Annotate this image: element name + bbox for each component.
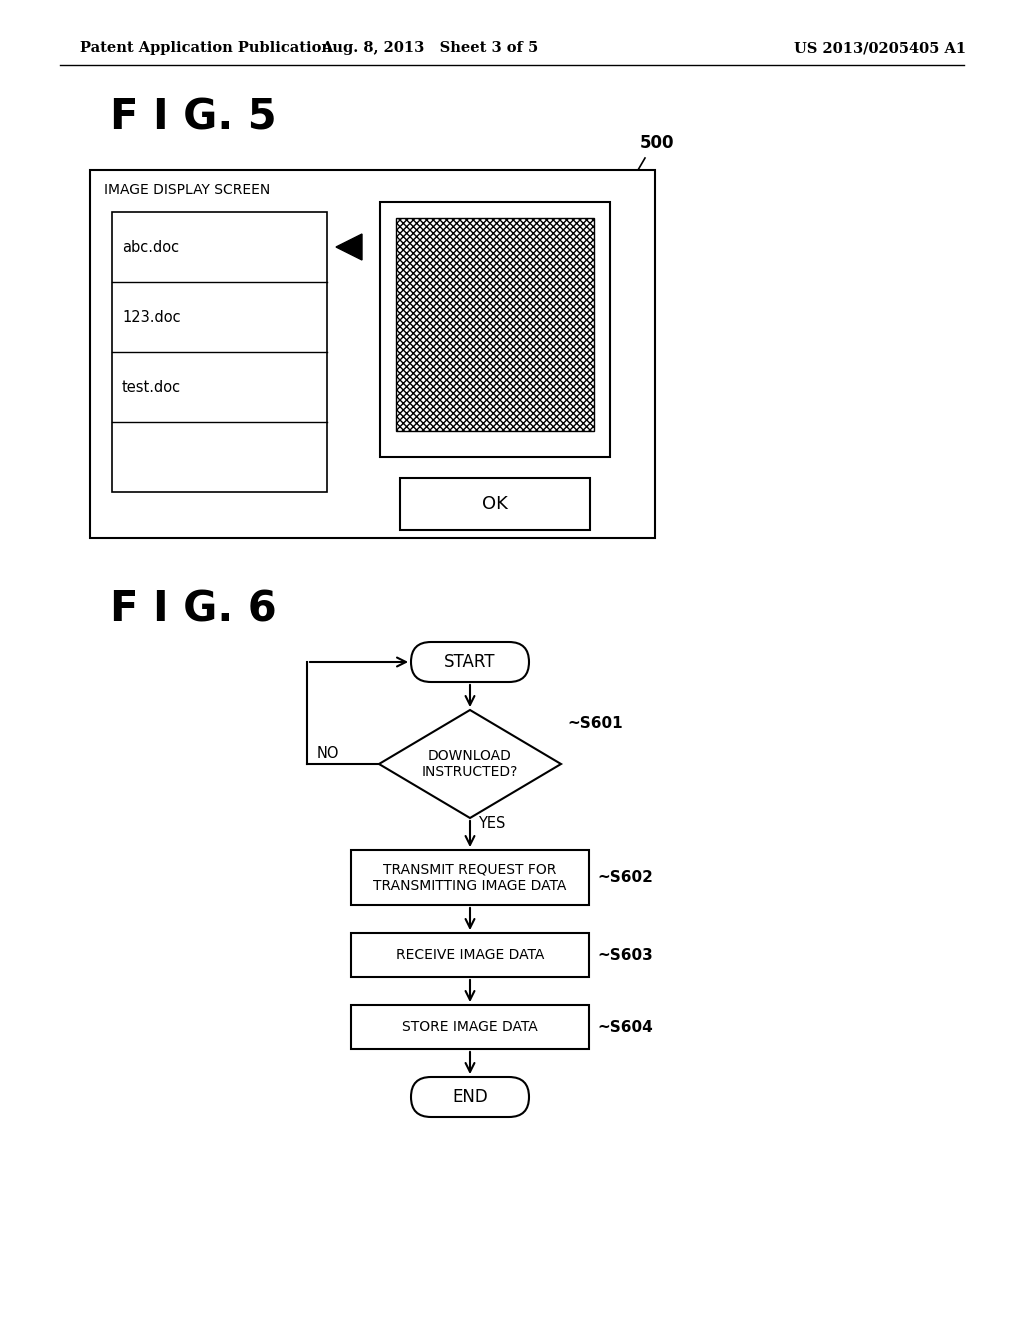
Bar bbox=[90, 170, 655, 539]
Bar bbox=[396, 218, 594, 432]
Polygon shape bbox=[379, 710, 561, 818]
Bar bbox=[400, 478, 590, 531]
Text: abc.doc: abc.doc bbox=[122, 239, 179, 255]
Text: IMAGE DISPLAY SCREEN: IMAGE DISPLAY SCREEN bbox=[104, 183, 270, 197]
Text: Patent Application Publication: Patent Application Publication bbox=[80, 41, 332, 55]
Text: F I G. 5: F I G. 5 bbox=[110, 96, 276, 139]
Text: test.doc: test.doc bbox=[122, 380, 181, 395]
Text: ~S602: ~S602 bbox=[597, 870, 653, 884]
Bar bbox=[112, 213, 327, 492]
Text: ~S604: ~S604 bbox=[597, 1019, 652, 1035]
Text: Aug. 8, 2013   Sheet 3 of 5: Aug. 8, 2013 Sheet 3 of 5 bbox=[322, 41, 539, 55]
Text: TRANSMIT REQUEST FOR
TRANSMITTING IMAGE DATA: TRANSMIT REQUEST FOR TRANSMITTING IMAGE … bbox=[374, 862, 566, 892]
Text: RECEIVE IMAGE DATA: RECEIVE IMAGE DATA bbox=[396, 948, 544, 962]
Text: DOWNLOAD
INSTRUCTED?: DOWNLOAD INSTRUCTED? bbox=[422, 748, 518, 779]
Polygon shape bbox=[336, 234, 362, 260]
Text: 123.doc: 123.doc bbox=[122, 309, 180, 325]
Bar bbox=[380, 202, 610, 457]
Text: YES: YES bbox=[478, 817, 506, 832]
Bar bbox=[351, 1005, 589, 1049]
FancyBboxPatch shape bbox=[411, 642, 529, 682]
Text: STORE IMAGE DATA: STORE IMAGE DATA bbox=[402, 1020, 538, 1034]
Text: F I G. 6: F I G. 6 bbox=[110, 589, 276, 631]
Text: END: END bbox=[453, 1088, 487, 1106]
Bar bbox=[351, 850, 589, 906]
Text: 500: 500 bbox=[640, 135, 675, 152]
Text: US 2013/0205405 A1: US 2013/0205405 A1 bbox=[794, 41, 966, 55]
FancyBboxPatch shape bbox=[411, 1077, 529, 1117]
Text: OK: OK bbox=[482, 495, 508, 513]
Bar bbox=[351, 933, 589, 977]
Text: ~S601: ~S601 bbox=[567, 717, 623, 731]
Text: START: START bbox=[444, 653, 496, 671]
Text: ~S603: ~S603 bbox=[597, 948, 652, 962]
Text: NO: NO bbox=[317, 747, 340, 762]
